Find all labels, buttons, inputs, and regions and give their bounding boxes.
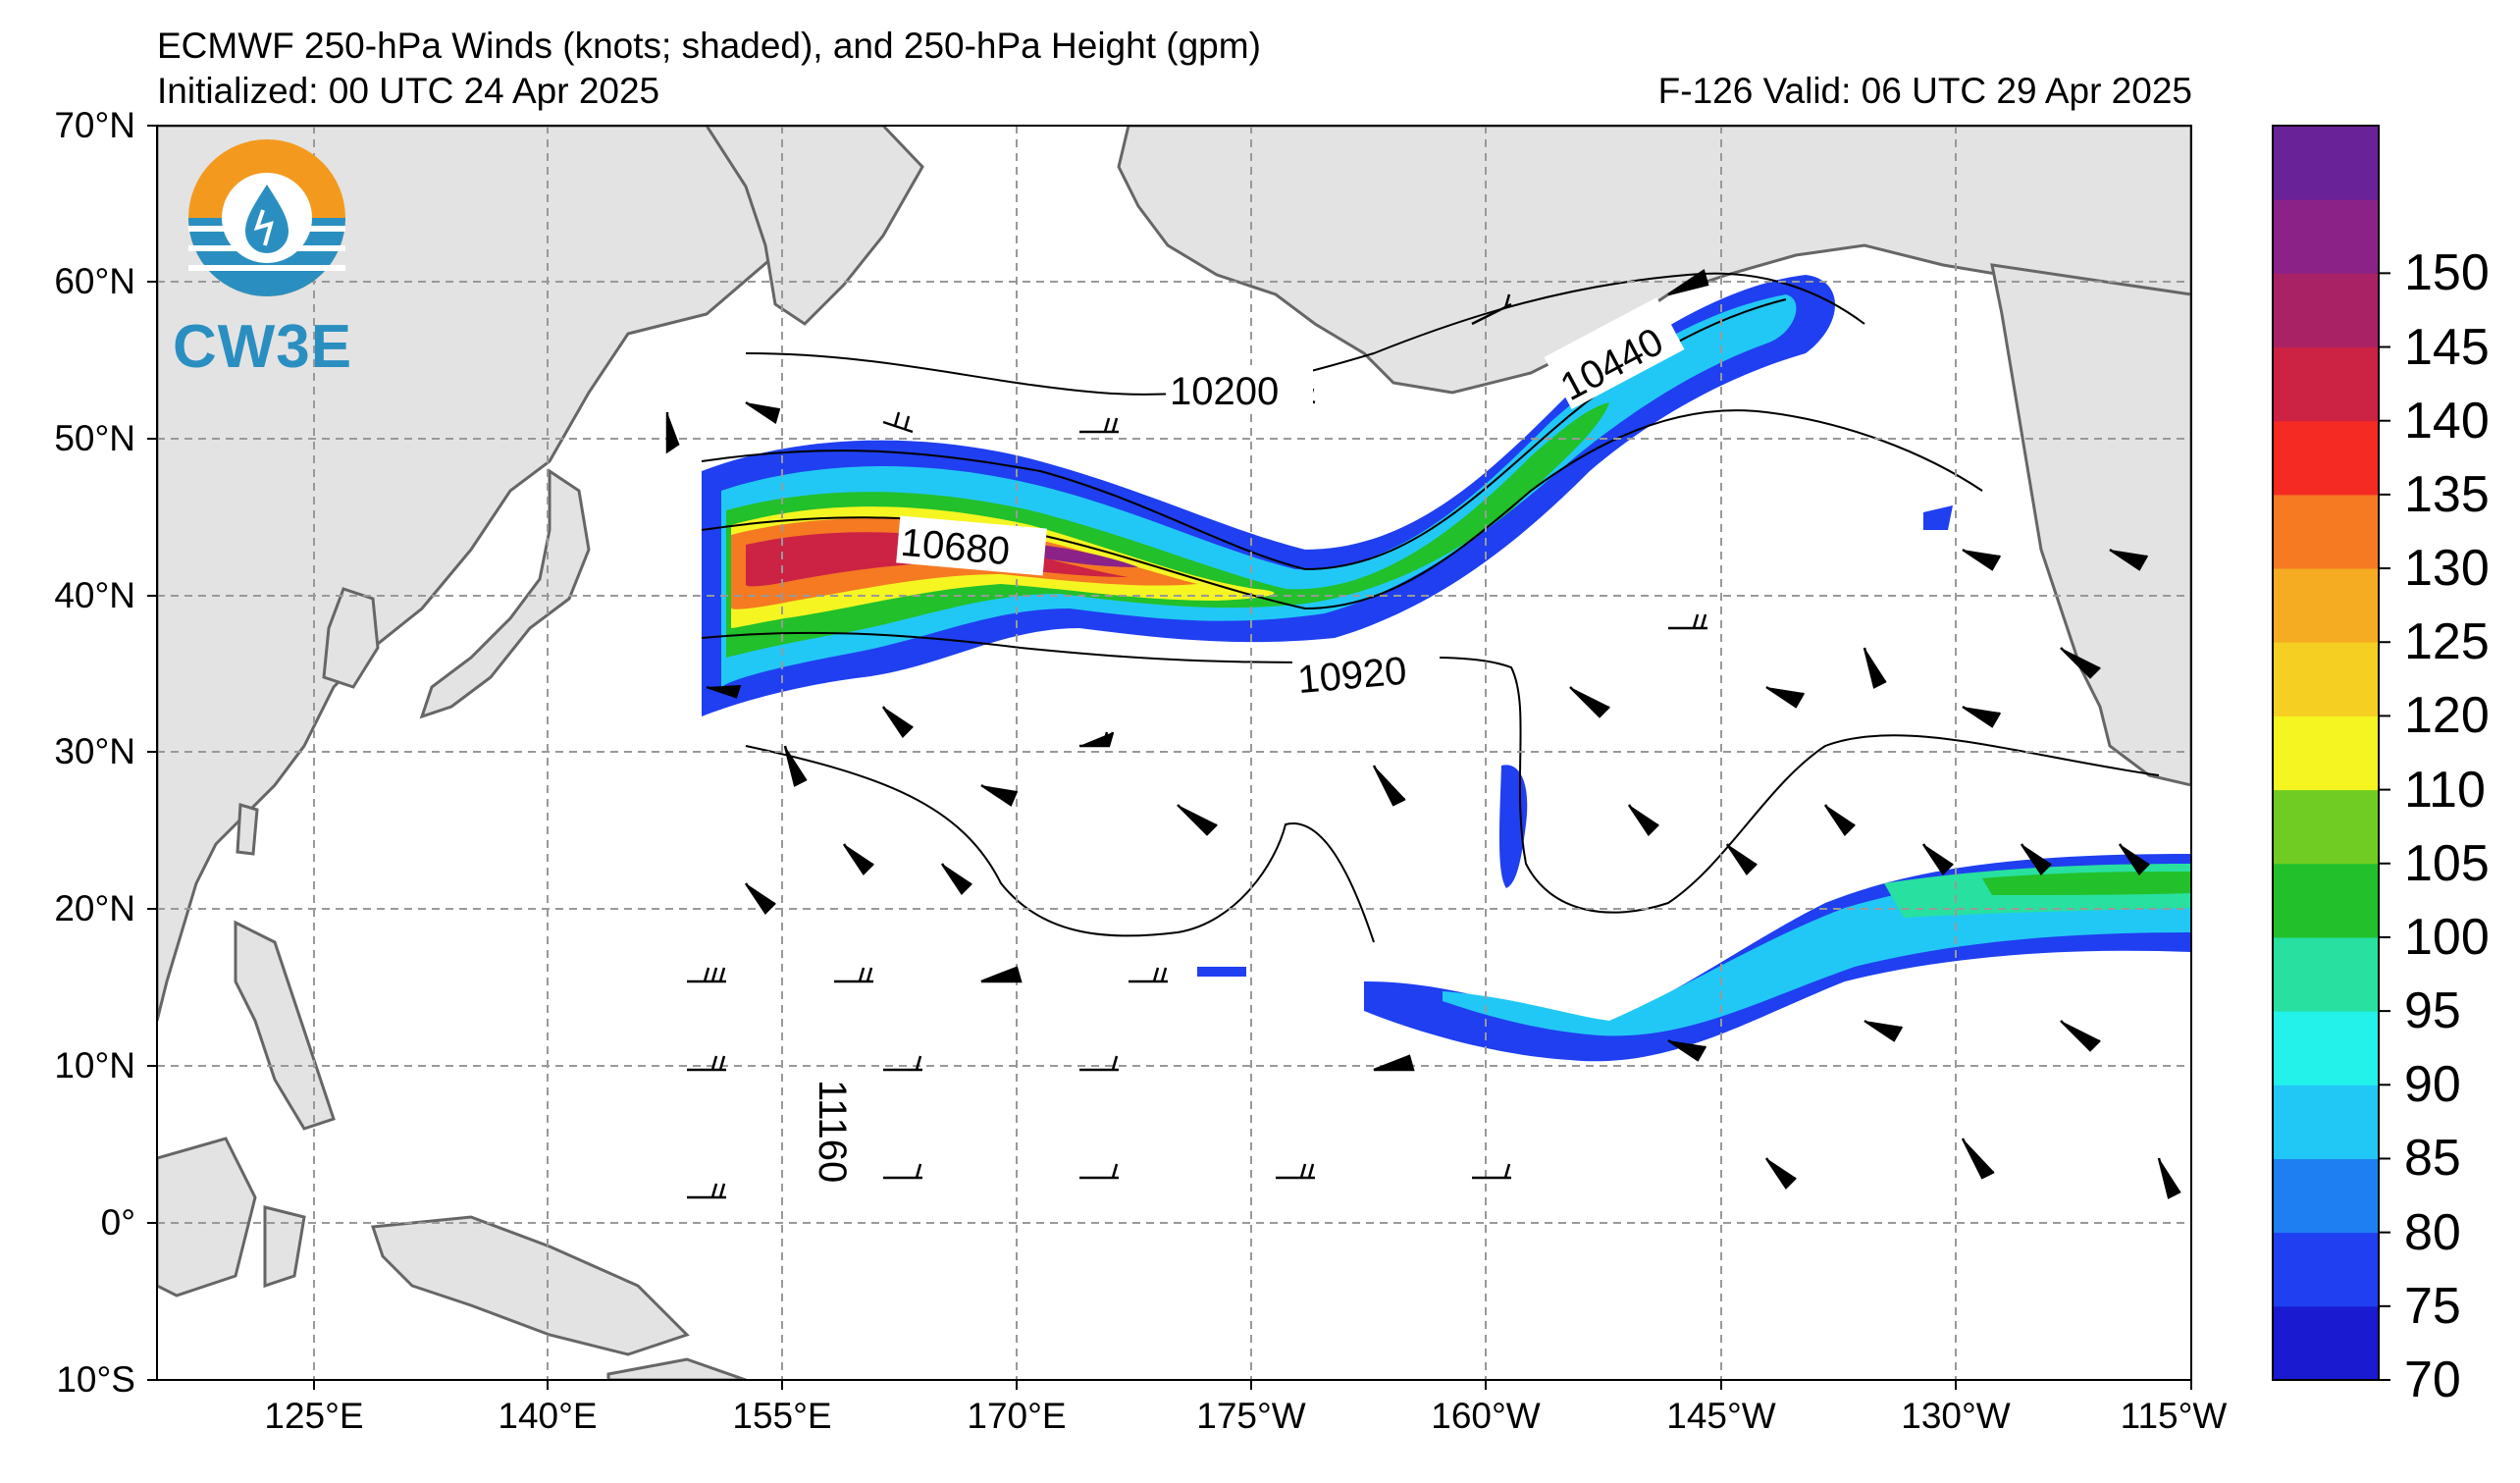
colorbar-swatch — [2273, 568, 2379, 643]
lat-label-40n: 40°N — [54, 575, 135, 615]
colorbar-swatch — [2273, 494, 2379, 569]
land-masses — [157, 126, 2191, 1380]
colorbar-swatch — [2273, 1305, 2379, 1381]
contour-label-10920: 10920 — [1296, 650, 1409, 703]
colorbar-label: 75 — [2404, 1277, 2461, 1335]
graticule — [157, 126, 2191, 1380]
colorbar-swatch — [2273, 126, 2379, 200]
land-sulawesi — [263, 1205, 306, 1289]
axis-ticks — [147, 125, 2192, 1390]
colorbar-label: 140 — [2404, 392, 2490, 450]
colorbar-label: 80 — [2404, 1203, 2461, 1261]
land-taiwan — [236, 803, 259, 856]
colorbar-swatch — [2273, 1232, 2379, 1307]
colorbar-label: 85 — [2404, 1130, 2461, 1188]
contour-label-10200: 10200 — [1170, 370, 1279, 413]
colorbar-swatch — [2273, 642, 2379, 716]
colorbar-label: 120 — [2404, 687, 2490, 745]
land-japan — [419, 468, 591, 719]
colorbar-swatch — [2273, 1158, 2379, 1234]
colorbar-label: 150 — [2404, 244, 2490, 302]
contour-label-11160: 11160 — [811, 1080, 854, 1183]
valid-time: F-126 Valid: 06 UTC 29 Apr 2025 — [1657, 71, 2192, 111]
jet-north-purple — [1040, 545, 1138, 567]
water-drop-logo-icon — [188, 139, 345, 296]
lon-label-170e: 170°E — [967, 1396, 1067, 1436]
colorbar-frame — [2272, 125, 2380, 1381]
contour-10920 — [701, 631, 2160, 914]
colorbar-label: 95 — [2404, 982, 2461, 1040]
jet-small-a — [1923, 505, 1953, 530]
contour-label-boxes — [805, 296, 1685, 1217]
colorbar-swatch — [2273, 1011, 2379, 1086]
contour-11160 — [745, 745, 1375, 943]
lon-label-140e: 140°E — [498, 1396, 598, 1436]
colorbar-label: 130 — [2404, 540, 2490, 598]
lat-label-30n: 30°N — [54, 731, 135, 771]
contour-10200 — [745, 272, 1865, 396]
colorbar — [2272, 125, 2390, 1381]
colorbar-label: 145 — [2404, 318, 2490, 376]
colorbar-swatch — [2273, 789, 2379, 865]
colorbar-swatch — [2273, 715, 2379, 791]
lat-label-60n: 60°N — [54, 261, 135, 301]
lat-label-0: 0° — [100, 1202, 135, 1243]
lon-label-130w: 130°W — [1901, 1396, 2011, 1436]
land-australia — [606, 1357, 747, 1380]
colorbar-label: 100 — [2404, 908, 2490, 966]
land-kamchatka — [705, 126, 924, 326]
lat-label-10n: 10°N — [54, 1045, 135, 1086]
contour-label-10680: 10680 — [899, 521, 1012, 574]
lon-label-155e: 155°E — [732, 1396, 832, 1436]
colorbar-label: 125 — [2404, 613, 2490, 671]
lat-label-20n: 20°N — [54, 888, 135, 928]
colorbar-label: 105 — [2404, 834, 2490, 892]
colorbar-label: 70 — [2404, 1351, 2461, 1408]
lon-label-115w: 115°W — [2120, 1396, 2228, 1436]
lon-label-160w: 160°W — [1431, 1396, 1541, 1436]
colorbar-swatch — [2273, 199, 2379, 274]
jet-subtropical-darkgreen — [1982, 872, 2191, 895]
jet-north-green — [726, 402, 1609, 658]
colorbar-swatch — [2273, 273, 2379, 348]
colorbar-label: 135 — [2404, 465, 2490, 523]
colorbar-swatch — [2273, 936, 2379, 1012]
land-korea — [322, 587, 380, 689]
colorbar-label: 90 — [2404, 1056, 2461, 1114]
jet-small-b — [1197, 967, 1246, 977]
lat-label-70n: 70°N — [54, 105, 135, 145]
wind-barbs — [665, 269, 2181, 1199]
lon-label-145w: 145°W — [1666, 1396, 1776, 1436]
lon-label-125e: 125°E — [264, 1396, 364, 1436]
colorbar-swatch — [2273, 346, 2379, 422]
map-title: ECMWF 250-hPa Winds (knots; shaded), and… — [157, 26, 1261, 66]
land-north-america — [1990, 263, 2191, 787]
land-new-guinea — [370, 1215, 690, 1356]
colorbar-label: 110 — [2404, 761, 2486, 819]
colorbar-swatch — [2273, 1085, 2379, 1159]
initialized-time: Initialized: 00 UTC 24 Apr 2025 — [157, 71, 660, 111]
colorbar-swatch — [2273, 863, 2379, 938]
lat-label-10s: 10°S — [56, 1359, 135, 1400]
colorbar-swatch — [2273, 420, 2379, 496]
logo-text: CW3E — [173, 313, 353, 381]
land-philippines — [234, 920, 336, 1131]
lon-label-175w: 175°W — [1196, 1396, 1306, 1436]
lat-label-50n: 50°N — [54, 418, 135, 458]
land-borneo — [157, 1137, 257, 1298]
